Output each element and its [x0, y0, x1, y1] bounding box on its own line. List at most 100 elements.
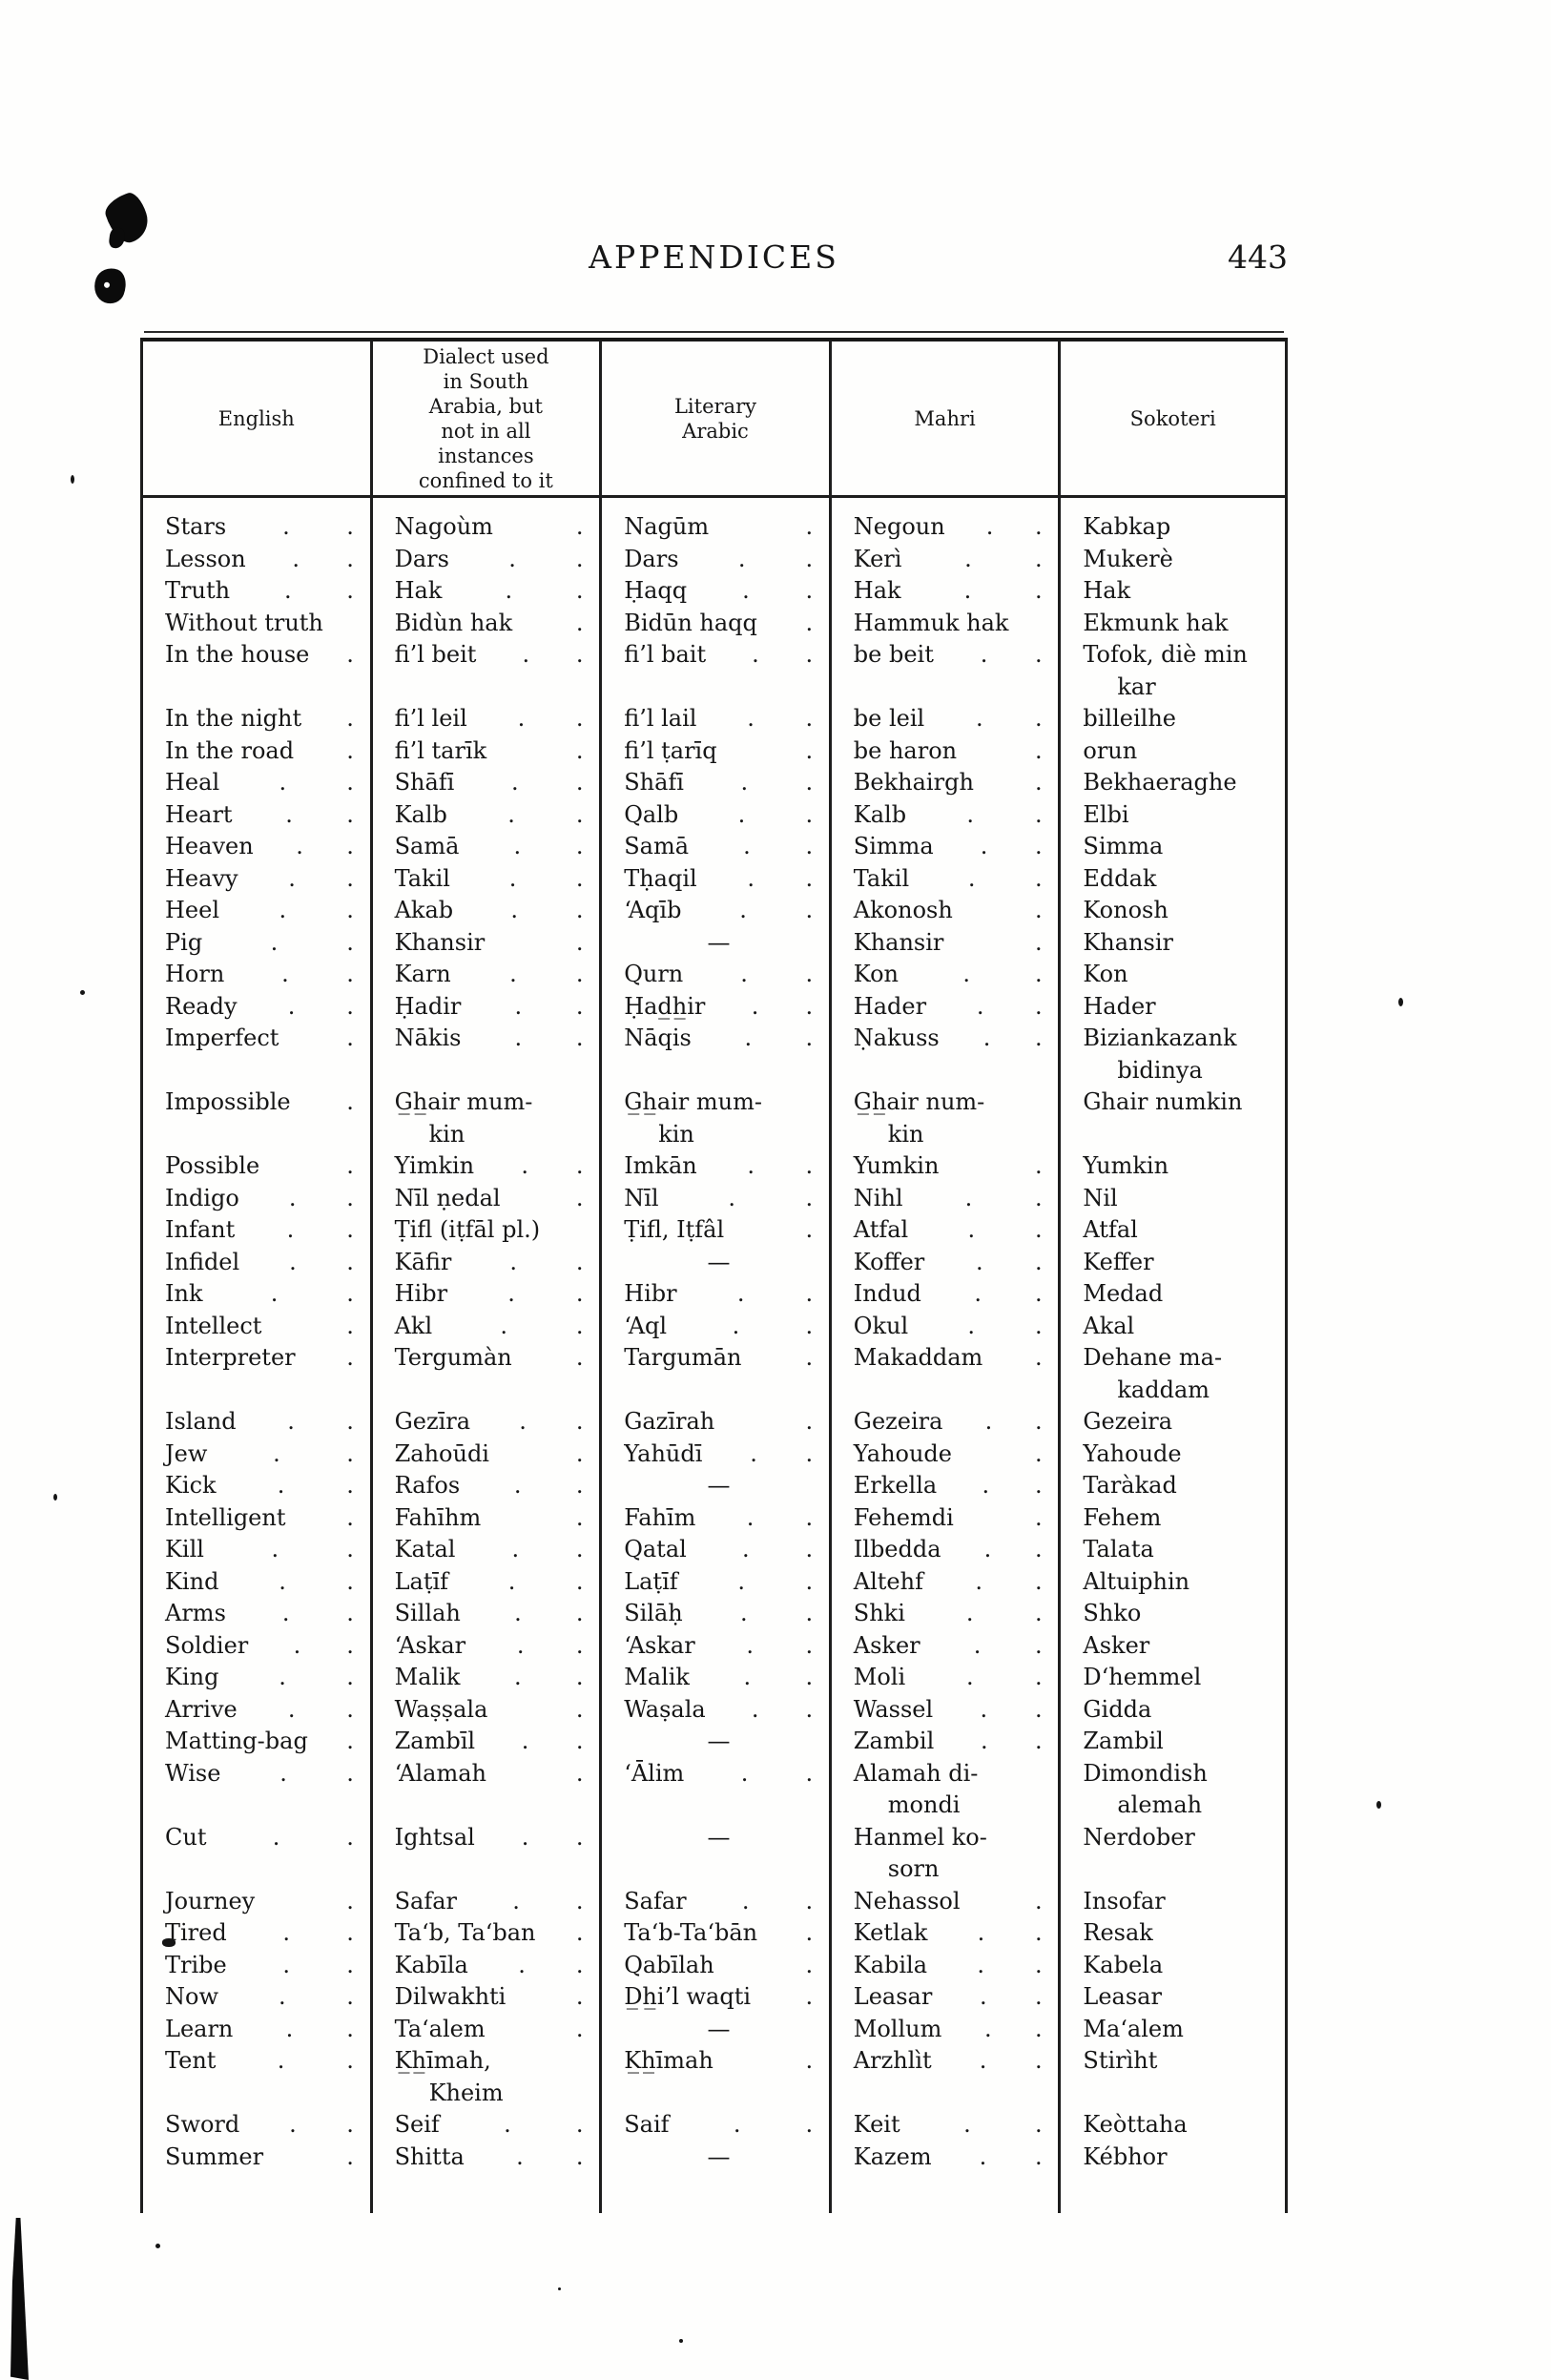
table-cell: ‘Askar.. [369, 1629, 600, 1662]
table-row: Island.. Gezīra.. Gazīrah. Gezeira.. Gezeira [140, 1406, 1288, 1438]
table-cell: Tired.. [140, 1917, 370, 1950]
ink-smudge [162, 1938, 176, 1947]
table-cell: Keit.. [828, 2109, 1059, 2142]
table-row: Sword.. Seif.. Saif.. Keit.. Keòttaha [140, 2109, 1288, 2142]
table-cell [369, 2173, 600, 2213]
table-cell: Kabkap [1058, 498, 1288, 544]
table-cell: King.. [140, 1662, 370, 1694]
table-row: Heaven.. Samā.. Samā.. Simma.. Simma [140, 831, 1288, 863]
table-cell: Okul.. [828, 1310, 1059, 1342]
table-cell: Bidūn haqq. [599, 607, 829, 639]
table-cell: Shāfī.. [369, 767, 600, 799]
table-cell: Dilwakhti. [369, 1981, 600, 2014]
table-cell: Stirìht [1058, 2045, 1288, 2109]
table-row: Truth.. Hak.. Ḥaqq.. Hak.. Hak [140, 575, 1288, 608]
table-row: Heal.. Shāfī.. Shāfī.. Bekhairgh. Bekhaeragh… [140, 767, 1288, 799]
table-cell: Indigo.. [140, 1182, 370, 1214]
table-cell: Imperfect. [140, 1023, 370, 1087]
ink-speck [80, 990, 85, 995]
table-cell: fi’l leil.. [369, 703, 600, 735]
table-cell: Nāqis.. [599, 1023, 829, 1087]
table-cell: Keòttaha [1058, 2109, 1288, 2142]
table-row: Intelligent. Fahīhm. Fahīm.. Fehemdi. Fehem [140, 1501, 1288, 1534]
table-cell: be haron. [828, 735, 1059, 767]
table-cell: Yahūdī.. [599, 1438, 829, 1470]
table-row: Heavy.. Takil.. Tḥaqil.. Takil.. Eddak [140, 862, 1288, 895]
table-cell: Horn.. [140, 959, 370, 991]
column-header-sokoteri: Sokoteri [1058, 341, 1288, 498]
table-cell: Keffer [1058, 1246, 1288, 1278]
table-cell: Akl.. [369, 1310, 600, 1342]
table-cell: Takil.. [828, 862, 1059, 895]
table-row: Imperfect. Nākis.. Nāqis.. Ṇakuss.. Bizianka… [140, 1023, 1288, 1087]
table-row: Soldier.. ‘Askar.. ‘Askar.. Asker.. Asker [140, 1629, 1288, 1662]
table-cell: Yumkin [1058, 1150, 1288, 1183]
table-cell: Ma‘alem [1058, 2013, 1288, 2045]
table-cell: Atfal [1058, 1214, 1288, 1247]
table-cell: D̲h̲i’l waqti. [599, 1981, 829, 2014]
ink-stain [89, 263, 132, 308]
table-cell: Kabila.. [828, 1949, 1059, 1981]
table-cell: Kalb.. [828, 798, 1059, 831]
table-row: Journey. Safar.. Safar.. Nehassol. Insofar [140, 1885, 1288, 1917]
table-cell: fi’l ṭarīq. [599, 735, 829, 767]
table-cell: be beit.. [828, 639, 1059, 703]
table-cell: Impossible. [140, 1087, 370, 1150]
table-cell: be leil.. [828, 703, 1059, 735]
table-cell: — [599, 1470, 829, 1502]
table-cell: Negoun.. [828, 498, 1059, 544]
table-cell: Heal.. [140, 767, 370, 799]
table-cell: Akab.. [369, 895, 600, 927]
table-cell: Akonosh. [828, 895, 1059, 927]
table-cell: Tergumàn. [369, 1342, 600, 1406]
table-row: In the night. fi’l leil.. fi’l lail.. be le… [140, 703, 1288, 735]
table-cell: Wise.. [140, 1757, 370, 1822]
table-cell: Hammuk hak [828, 607, 1059, 639]
table-row: Intellect. Akl.. ‘Aql.. Okul.. Akal [140, 1310, 1288, 1342]
table-cell: Hanmel ko-sorn [828, 1821, 1059, 1886]
table-cell: Kon.. [828, 959, 1059, 991]
table-cell: Qurn.. [599, 959, 829, 991]
table-cell: Hak.. [828, 575, 1059, 608]
table-cell: Nīl ṇedal. [369, 1182, 600, 1214]
table-cell: Khansir. [828, 926, 1059, 959]
table-cell: Leasar [1058, 1981, 1288, 2014]
ink-speck [558, 2287, 561, 2290]
vocabulary-table: English Dialect used in South Arabia, bu… [140, 331, 1288, 2213]
table-cell: Mukerè [1058, 543, 1288, 575]
table-cell: Dars.. [599, 543, 829, 575]
table-cell: Gezeira.. [828, 1406, 1059, 1438]
page-number: 443 [1228, 238, 1288, 276]
table-cell: Journey. [140, 1885, 370, 1917]
table-cell: G̲h̲air mum-kin [599, 1087, 829, 1150]
table-cell: Hader.. [828, 990, 1059, 1023]
table-cell: Simma.. [828, 831, 1059, 863]
table-row: Stars.. Nagoùm. Nagūm. Negoun.. Kabkap [140, 498, 1288, 544]
table-cell: Ṇakuss.. [828, 1023, 1059, 1087]
table-cell: Kalb.. [369, 798, 600, 831]
table-row: Kick.. Rafos.. — Erkella.. Taràkad [140, 1470, 1288, 1502]
table-cell: Cut.. [140, 1821, 370, 1886]
table-cell: Gezeira [1058, 1406, 1288, 1438]
table-cell: Khansir. [369, 926, 600, 959]
table-cell: Akal [1058, 1310, 1288, 1342]
table-cell: Karn.. [369, 959, 600, 991]
table-cell: Erkella.. [828, 1470, 1059, 1502]
table-row: Arrive.. Waṣṣala. Waṣala.. Wassel.. Gidda [140, 1693, 1288, 1726]
table-cell: — [599, 1726, 829, 1758]
table-cell: Ḥaqq.. [599, 575, 829, 608]
table-cell: Wassel.. [828, 1693, 1059, 1726]
table-cell: ‘Aql.. [599, 1310, 829, 1342]
table-cell: Asker [1058, 1629, 1288, 1662]
table-cell: fi’l tarīk. [369, 735, 600, 767]
table-cell: Insofar [1058, 1885, 1288, 1917]
table-cell: Yahoude [1058, 1438, 1288, 1470]
table-cell: Kabela [1058, 1949, 1288, 1981]
table-cell: Hibr.. [369, 1278, 600, 1311]
table-cell: Shko [1058, 1598, 1288, 1630]
table-row: Kind.. Laṭīf.. Laṭīf.. Altehf.. Altuiphin [140, 1565, 1288, 1598]
table-cell: Nil [1058, 1182, 1288, 1214]
table-cell: Qatal.. [599, 1534, 829, 1566]
table-row: Heel.. Akab.. ‘Aqīb.. Akonosh. Konosh [140, 895, 1288, 927]
table-cell: Qalb.. [599, 798, 829, 831]
